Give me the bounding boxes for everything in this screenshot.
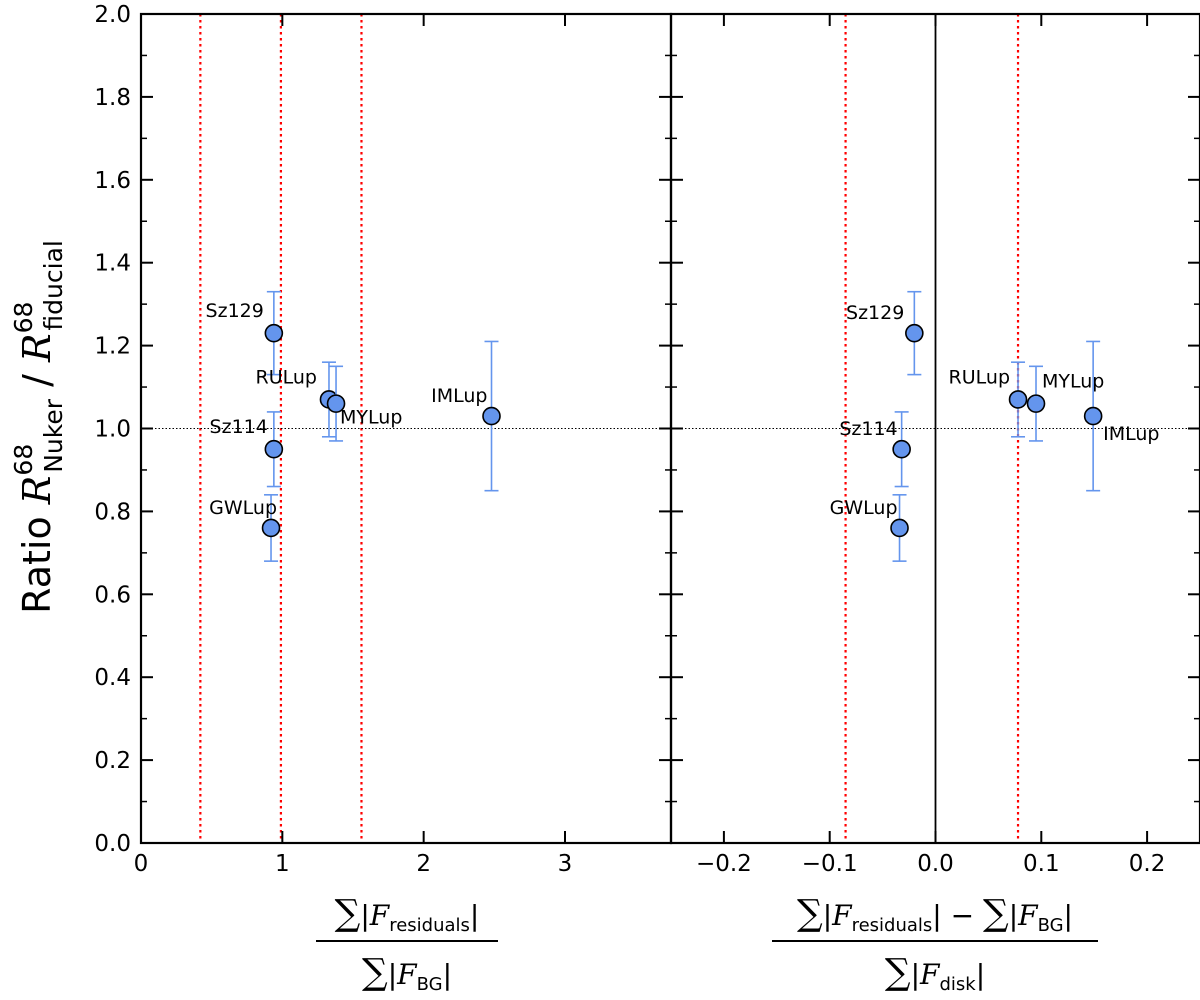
y-axis-label-num-sup: 68: [9, 444, 38, 476]
right-imlup-label: IMLup: [1103, 423, 1159, 445]
right-imlup-marker: [1083, 406, 1103, 426]
left-sz129-marker: [264, 323, 284, 343]
left-x-num-sum: ∑: [335, 893, 361, 934]
right-x-num-var2: F: [1017, 899, 1039, 932]
right-x-tick-label-0: −0.2: [696, 851, 752, 877]
left-x-num-sub: residuals: [389, 915, 470, 936]
right-x-num-var1: F: [831, 899, 853, 932]
y-tick-label-10: 2.0: [94, 2, 131, 28]
right-x-num-sub1: residuals: [852, 915, 933, 936]
y-tick-label-7: 1.4: [94, 251, 131, 277]
right-rulup-marker: [1008, 390, 1028, 409]
right-x-den-var: F: [919, 958, 941, 991]
right-x-num-bar-l1: |: [823, 899, 832, 932]
right-x-num-bar-l2: |: [1009, 899, 1018, 932]
y-axis-label-prefix: Ratio: [15, 504, 59, 614]
left-x-num-var: F: [369, 899, 391, 932]
y-tick-label-9: 1.8: [94, 85, 131, 111]
left-x-tick-label-1: 1: [275, 851, 290, 877]
right-x-axis-label: ∑|Fresiduals| − ∑|FBG| ∑|Fdisk|: [772, 893, 1098, 995]
y-axis-label-den-sup: 68: [9, 302, 38, 334]
y-tick-label-8: 1.6: [94, 168, 131, 194]
left-imlup-label: IMLup: [431, 385, 487, 407]
y-axis-label-num-sub: Nuker: [39, 398, 68, 473]
right-x-den-sum: ∑: [885, 952, 911, 993]
left-rulup-label: RULup: [256, 366, 317, 388]
left-x-den-bar-r: |: [443, 958, 452, 991]
right-x-den-bar-r: |: [976, 958, 985, 991]
left-x-tick-label-0: 0: [134, 851, 149, 877]
right-x-tick-label-2: 0.0: [917, 851, 954, 877]
right-gwlup-label: GWLup: [830, 497, 898, 519]
left-x-tick-label-2: 2: [416, 851, 431, 877]
left-sz114-label: Sz114: [210, 416, 268, 438]
right-x-label-denominator: ∑|Fdisk|: [885, 952, 985, 995]
y-axis-label-den-var: R: [15, 333, 59, 363]
right-x-den-sub: disk: [939, 974, 976, 995]
right-x-num-minus: −: [942, 899, 983, 932]
y-tick-label-4: 0.8: [94, 499, 131, 525]
right-x-tick-label-1: −0.1: [802, 851, 858, 877]
right-sz129-marker: [905, 323, 924, 343]
left-x-num-bar-r: |: [470, 899, 479, 932]
y-axis-label-num-var: R: [15, 476, 59, 506]
y-axis-label-den-sub: fiducial: [39, 240, 68, 330]
right-sz129-label: Sz129: [846, 302, 904, 324]
right-x-num-sum1: ∑: [797, 893, 823, 934]
left-x-axis-label: ∑|Fresiduals| ∑|FBG|: [316, 893, 498, 995]
left-sz114-marker: [264, 439, 284, 459]
left-panel: 0.0 0.2 0.4 0.6 0.8 1.0 1.2 1.4 1.6 1.8 2.0 0 1 2 3 Sz1…: [94, 2, 673, 877]
left-x-label-denominator: ∑|FBG|: [362, 952, 452, 995]
left-imlup-marker: [482, 406, 501, 426]
left-mylup-label: MYLup: [340, 407, 402, 429]
right-sz114-label: Sz114: [839, 418, 897, 440]
right-x-den-bar-l: |: [911, 958, 920, 991]
right-rulup-label: RULup: [949, 366, 1010, 388]
y-tick-label-6: 1.2: [94, 334, 131, 360]
y-tick-label-1: 0.2: [94, 748, 131, 774]
right-sz114-marker: [892, 439, 911, 459]
left-mylup-marker: [326, 394, 346, 413]
left-sz129-label: Sz129: [206, 300, 264, 322]
right-x-num-bar-r2: |: [1064, 899, 1073, 932]
right-x-tick-label-3: 0.1: [1023, 851, 1060, 877]
right-x-tick-label-4: 0.2: [1129, 851, 1166, 877]
right-x-label-numerator: ∑|Fresiduals| − ∑|FBG|: [797, 893, 1073, 936]
left-x-num-bar-l: |: [360, 899, 369, 932]
y-axis-label-sep: /: [15, 362, 59, 399]
left-x-tick-label-3: 3: [558, 851, 573, 877]
left-x-den-sub: BG: [417, 974, 443, 995]
y-axis-label: Ratio R68Nuker / R68fiducial: [9, 240, 68, 614]
left-x-label-numerator: ∑|Fresiduals|: [335, 893, 480, 936]
left-x-den-bar-l: |: [388, 958, 397, 991]
right-panel: −0.2 −0.1 0.0 0.1 0.2 Sz129 RULup MYLup IMLup Sz1…: [669, 12, 1200, 877]
right-mylup-label: MYLup: [1042, 371, 1104, 393]
y-tick-label-0: 0.0: [94, 831, 131, 857]
y-tick-label-2: 0.4: [94, 665, 131, 691]
left-x-den-var: F: [396, 958, 418, 991]
y-tick-label-3: 0.6: [94, 582, 131, 608]
left-gwlup-marker: [261, 518, 281, 538]
y-tick-label-5: 1.0: [94, 417, 131, 443]
right-x-num-bar-r1: |: [932, 899, 941, 932]
left-gwlup-label: GWLup: [209, 497, 277, 519]
right-x-num-sum2: ∑: [983, 893, 1009, 934]
right-gwlup-marker: [890, 518, 909, 538]
right-x-num-sub2: BG: [1038, 915, 1064, 936]
left-x-den-sum: ∑: [362, 952, 388, 993]
right-mylup-marker: [1026, 394, 1046, 413]
